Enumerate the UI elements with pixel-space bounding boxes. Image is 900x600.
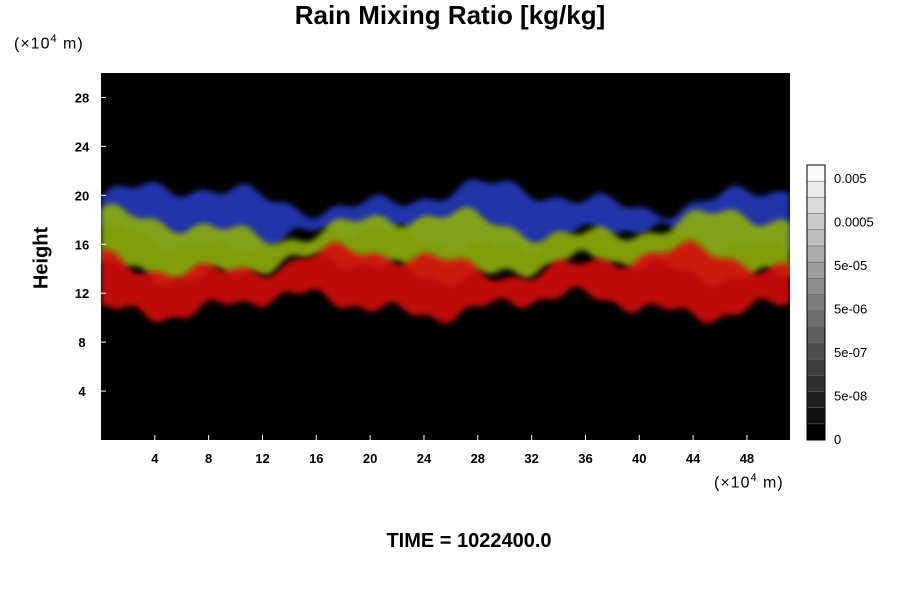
colorbar-frame [806, 164, 826, 441]
x-tick-label: 20 [363, 451, 377, 466]
colorbar-label: 5e-08 [834, 389, 867, 404]
y-axis-ticks: 4 8 12 16 20 24 28 [75, 90, 106, 399]
y-axis-unit: (×104 m) [14, 33, 84, 53]
y-tick-label: 8 [78, 335, 85, 350]
x-tick-label: 40 [632, 451, 646, 466]
y-tick-label: 4 [78, 384, 86, 399]
y-tick-label: 24 [75, 139, 90, 154]
colorbar-swatch [806, 229, 826, 247]
colorbar-swatch [806, 342, 826, 360]
y-tick-label: 20 [75, 188, 89, 203]
x-tick-label: 4 [151, 451, 159, 466]
y-tick-label: 28 [75, 90, 89, 105]
colorbar-label: 5e-06 [834, 302, 867, 317]
colorbar-swatch [806, 310, 826, 328]
x-tick-label: 12 [255, 451, 269, 466]
colorbar-swatch [806, 164, 826, 182]
colorbar-swatch [806, 180, 826, 198]
x-tick-label: 24 [417, 451, 432, 466]
chart-title: Rain Mixing Ratio [kg/kg] [294, 0, 606, 30]
colorbar-swatch [806, 261, 826, 279]
colorbar-swatch [806, 245, 826, 263]
colorbar: 0.005 0.0005 5e-05 5e-06 5e-07 5e-08 0 [806, 164, 874, 447]
colorbar-swatch [806, 423, 826, 441]
x-tick-label: 16 [309, 451, 323, 466]
colorbar-swatch [806, 407, 826, 425]
x-tick-label: 44 [686, 451, 701, 466]
x-axis-unit: (×104 m) [714, 472, 784, 492]
colorbar-label: 5e-07 [834, 345, 867, 360]
colorbar-label: 0 [834, 432, 841, 447]
colorbar-swatch [806, 326, 826, 344]
y-tick-label: 16 [75, 237, 89, 252]
colorbar-swatch [806, 391, 826, 408]
colorbar-swatch [806, 213, 826, 230]
colorbar-swatch [806, 197, 826, 214]
colorbar-swatch [806, 277, 826, 295]
colorbar-swatch [806, 375, 826, 392]
colorbar-swatch [806, 294, 826, 311]
plot-area [101, 73, 790, 440]
colorbar-label: 0.0005 [834, 215, 874, 230]
band-2a3cc8 [101, 179, 790, 254]
x-tick-label: 36 [578, 451, 592, 466]
x-axis-ticks: 4 8 12 16 20 24 28 32 36 40 44 48 [151, 435, 754, 466]
x-tick-label: 48 [740, 451, 754, 466]
colorbar-label: 5e-05 [834, 258, 867, 273]
x-tick-label: 8 [205, 451, 212, 466]
y-tick-label: 12 [75, 286, 89, 301]
x-tick-label: 32 [524, 451, 538, 466]
band-d41010 [101, 240, 790, 324]
x-tick-label: 28 [471, 451, 485, 466]
colorbar-label: 0.005 [834, 171, 867, 186]
time-label: TIME = 1022400.0 [386, 530, 552, 552]
colorbar-swatch [806, 358, 826, 376]
band-8fae10 [101, 203, 790, 287]
